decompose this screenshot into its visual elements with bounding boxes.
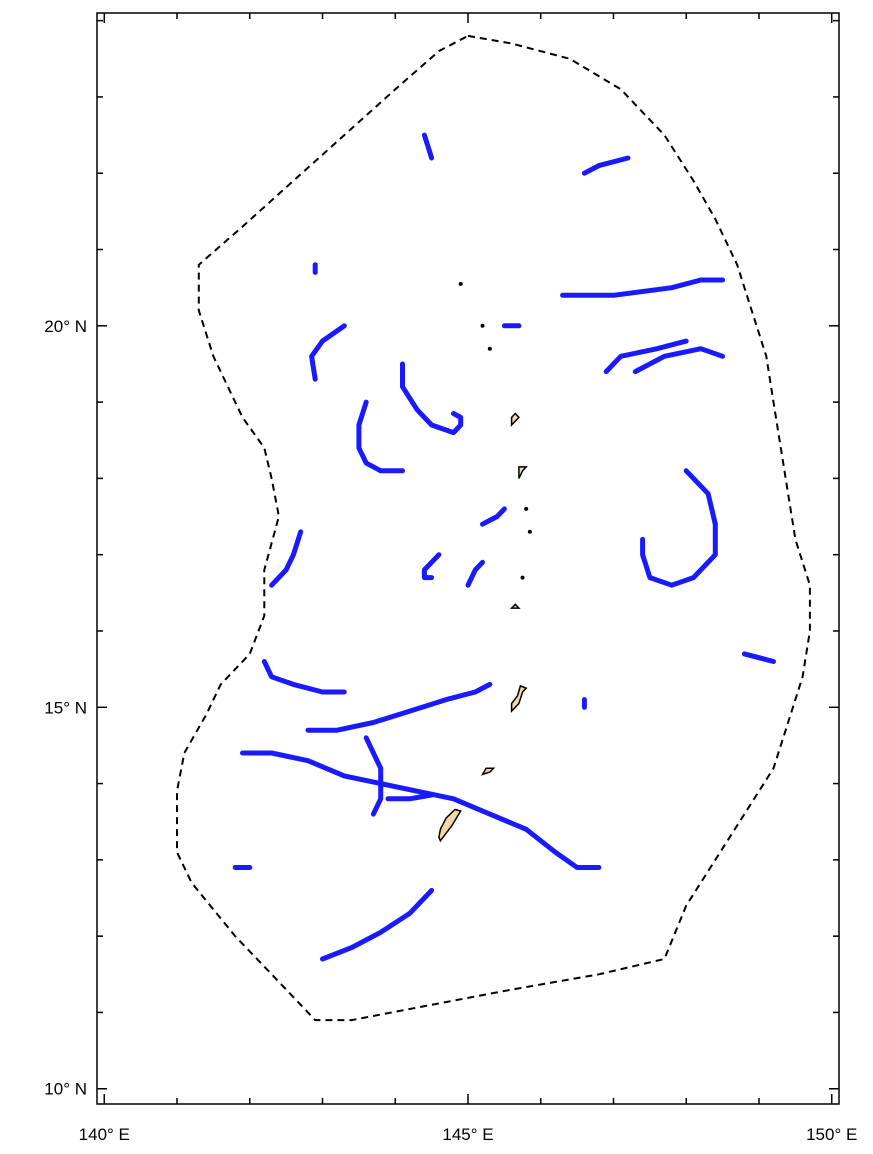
- survey-track: [465, 559, 485, 588]
- islet: [480, 323, 485, 328]
- islet: [458, 281, 463, 286]
- island: [510, 684, 528, 713]
- x-tick-label: 145° E: [442, 1125, 493, 1144]
- survey-track: [480, 506, 507, 527]
- survey-track: [309, 323, 347, 382]
- island: [510, 412, 520, 427]
- island: [509, 603, 521, 609]
- island: [518, 466, 528, 479]
- survey-track: [632, 346, 726, 375]
- islet: [487, 346, 492, 351]
- eez-boundary: [176, 34, 811, 1022]
- survey-track: [356, 399, 405, 474]
- survey-track: [269, 529, 304, 588]
- survey-tracks: [232, 132, 776, 962]
- survey-track: [421, 132, 435, 161]
- y-tick-label: 15° N: [44, 698, 87, 717]
- survey-track: [560, 277, 726, 298]
- x-tick-label: 150° E: [806, 1125, 857, 1144]
- island: [480, 767, 496, 776]
- map-frame: [96, 12, 840, 1105]
- islet: [524, 506, 529, 511]
- survey-track: [240, 750, 602, 870]
- y-tick-label: 10° N: [44, 1080, 87, 1099]
- survey-track: [261, 659, 347, 695]
- y-tick-label: 20° N: [44, 317, 87, 336]
- survey-track: [640, 468, 718, 588]
- survey-track: [400, 361, 464, 436]
- islet: [520, 575, 525, 580]
- island: [438, 808, 462, 843]
- x-tick-label: 140° E: [79, 1125, 130, 1144]
- survey-track: [741, 651, 776, 664]
- survey-track: [320, 887, 435, 962]
- survey-track: [363, 735, 384, 817]
- land-layer: [438, 281, 532, 843]
- axis-labels: 140° E 145° E 150° E 10° N 15° N 20° N: [44, 317, 857, 1144]
- survey-track: [385, 792, 435, 802]
- survey-track: [421, 552, 442, 581]
- axis-ticks: [97, 13, 839, 1104]
- islet: [527, 529, 532, 534]
- survey-track: [305, 681, 493, 733]
- survey-track: [581, 155, 631, 176]
- survey-track: [603, 338, 689, 375]
